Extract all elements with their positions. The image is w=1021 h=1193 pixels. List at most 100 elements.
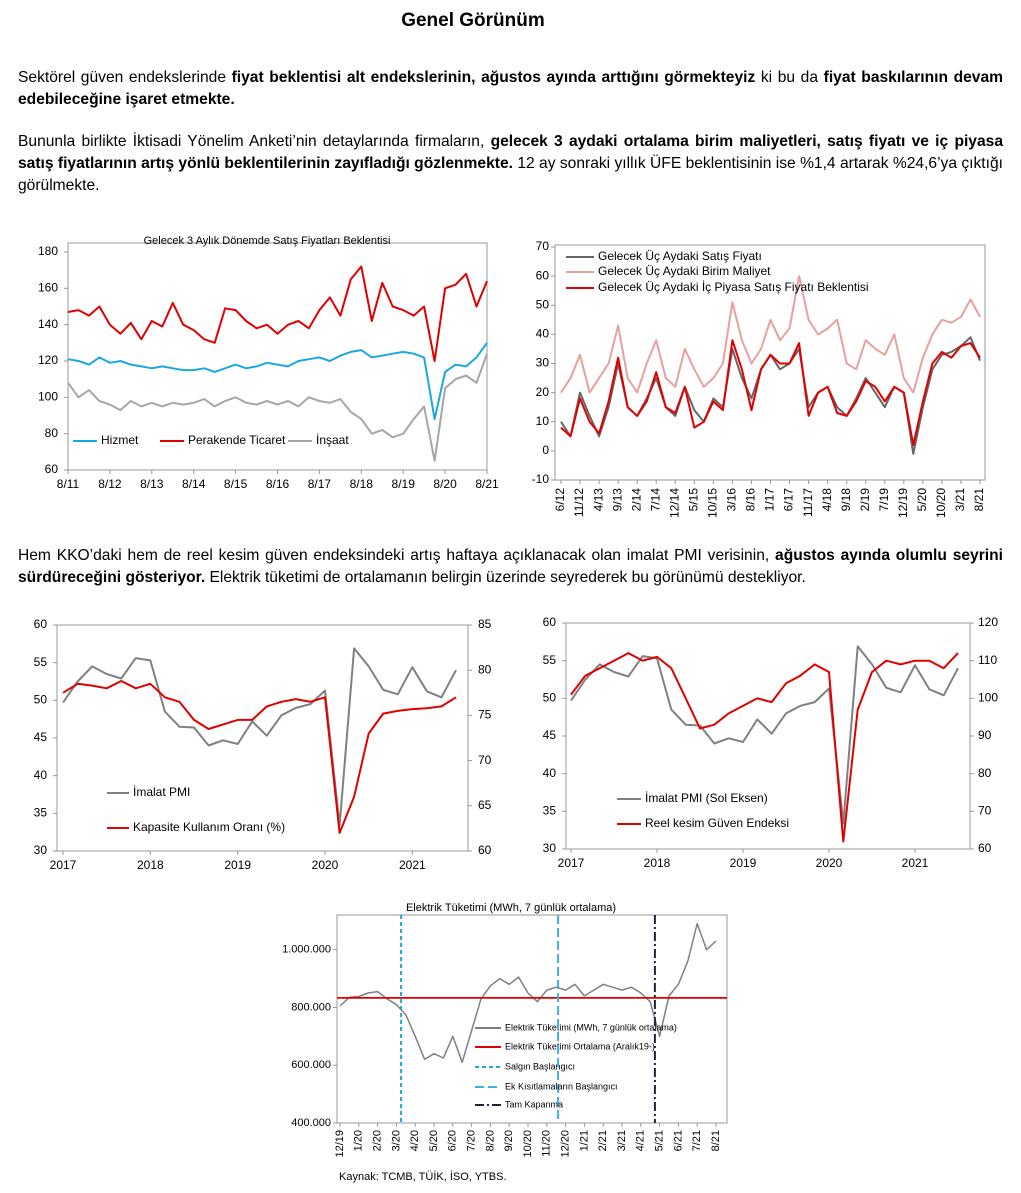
text-run: 12 ay sonraki yıllık ÜFE beklentisinin i… <box>18 155 1003 194</box>
x-tick-label: 8/11 <box>57 477 80 491</box>
series-line <box>570 645 959 825</box>
y-tick-label: 70 <box>478 753 492 767</box>
y-tick-label: 50 <box>543 691 557 705</box>
x-tick-label: 7/20 <box>466 1130 478 1151</box>
y-tick-label: 60 <box>34 617 48 631</box>
plot-frame <box>565 622 971 850</box>
x-tick-label: 2020 <box>816 856 843 870</box>
text-run: Elektrik tüketimi de ortalamanın belirgi… <box>205 569 806 586</box>
x-tick-label: 2/19 <box>858 488 872 512</box>
x-tick-label: 8/14 <box>182 477 206 491</box>
x-tick-label: 2019 <box>224 858 251 872</box>
y-tick-label: 60 <box>978 841 992 855</box>
x-tick-label: 12/20 <box>560 1130 572 1158</box>
page-title: Genel Görünüm <box>401 10 545 31</box>
y-tick-label: 40 <box>34 768 48 782</box>
legend-label: Ek Kısıtlamaların Başlangıcı <box>505 1081 618 1091</box>
y-tick-label: 70 <box>978 804 992 818</box>
y-tick-label: 30 <box>34 843 48 857</box>
series-line <box>560 339 981 447</box>
legend-label: Kapasite Kullanım Oranı (%) <box>133 820 285 834</box>
series-line <box>62 647 457 827</box>
y-tick-label: 80 <box>478 662 492 676</box>
x-tick-label: 6/20 <box>447 1130 459 1151</box>
legend-label: Hizmet <box>101 433 139 447</box>
x-tick-label: 8/17 <box>308 477 332 491</box>
y-tick-label: 180 <box>38 244 58 258</box>
x-tick-label: 8/21 <box>475 477 499 491</box>
x-tick-label: 6/21 <box>672 1130 684 1151</box>
y-tick-label: 0 <box>542 443 549 457</box>
x-tick-label: 2/20 <box>372 1130 384 1151</box>
y-tick-label: 35 <box>543 804 557 818</box>
x-tick-label: 2021 <box>902 856 929 870</box>
x-tick-label: 2019 <box>730 856 757 870</box>
series-line <box>67 265 488 362</box>
x-tick-label: 8/21 <box>710 1130 722 1151</box>
x-tick-label: 2/21 <box>597 1130 609 1151</box>
text-run: ağustos ayında olumlu seyrini sürdüreceğ… <box>18 547 1003 586</box>
series-line <box>62 680 457 834</box>
x-tick-label: 9/13 <box>610 488 624 512</box>
text-run: Hem KKO’daki hem de reel kesim güven end… <box>18 547 776 564</box>
series-line <box>339 922 717 1064</box>
legend-label: Elektrik Tüketimi Ortalama (Aralık19-) <box>505 1041 655 1051</box>
x-tick-label: 2017 <box>558 856 585 870</box>
x-tick-label: 7/14 <box>648 488 662 512</box>
legend-label: Perakende Ticaret <box>188 433 286 447</box>
y-tick-label: 120 <box>38 353 58 367</box>
y-tick-label: 60 <box>45 462 59 476</box>
x-tick-label: 3/21 <box>953 488 967 512</box>
x-tick-label: 2018 <box>644 856 671 870</box>
x-tick-label: 2018 <box>137 858 164 872</box>
y-tick-label: 100 <box>978 691 998 705</box>
paragraph: Bununla birlikte İktisadi Yönelim Anketi… <box>18 131 1003 197</box>
y-tick-label: 160 <box>38 281 58 295</box>
legend-label: Tam Kapanma <box>505 1099 563 1109</box>
x-tick-label: 4/20 <box>409 1130 421 1151</box>
y-tick-label: 600.000 <box>291 1059 331 1071</box>
series-line <box>67 353 488 462</box>
x-tick-label: 4/21 <box>635 1130 647 1151</box>
x-tick-label: 3/20 <box>390 1130 402 1151</box>
text-run: Bununla birlikte İktisadi Yönelim Anketi… <box>18 133 491 150</box>
legend-label: Salgın Başlangıcı <box>505 1061 575 1071</box>
x-tick-label: 5/15 <box>686 488 700 512</box>
x-tick-label: 1/21 <box>578 1130 590 1151</box>
x-tick-label: 4/13 <box>591 488 605 512</box>
legend-label: Elektrik Tüketimi (MWh, 7 günlük ortalam… <box>505 1022 677 1032</box>
x-tick-label: 8/15 <box>224 477 248 491</box>
legend-label: Gelecek Üç Aydaki Satış Fiyatı <box>598 249 762 263</box>
y-tick-label: 55 <box>34 655 48 669</box>
x-tick-label: 12/19 <box>334 1130 346 1158</box>
x-tick-label: 6/17 <box>782 488 796 512</box>
x-tick-label: 2021 <box>399 858 426 872</box>
x-tick-label: 3/16 <box>725 488 739 512</box>
x-tick-label: 8/13 <box>140 477 164 491</box>
x-tick-label: 3/21 <box>616 1130 628 1151</box>
x-tick-label: 11/17 <box>801 488 815 517</box>
source-note: Kaynak: TCMB, TÜİK, İSO, YTBS. <box>339 1171 507 1183</box>
x-tick-label: 9/18 <box>839 488 853 512</box>
x-tick-label: 5/20 <box>428 1130 440 1151</box>
x-tick-label: 10/15 <box>706 488 720 518</box>
legend-label: Reel kesim Güven Endeksi <box>645 816 789 830</box>
y-tick-label: 100 <box>38 390 58 404</box>
y-tick-label: 45 <box>543 728 557 742</box>
x-tick-label: 4/18 <box>820 488 834 512</box>
text-run: gelecek 3 aydaki ortalama birim maliyetl… <box>18 133 1003 172</box>
y-tick-label: 30 <box>536 356 550 370</box>
series-line <box>560 275 981 394</box>
y-tick-label: 50 <box>34 693 48 707</box>
y-tick-label: 75 <box>478 708 492 722</box>
text-run: fiyat beklentisi alt endekslerinin, ağus… <box>231 69 756 86</box>
x-tick-label: 8/21 <box>972 488 986 512</box>
y-tick-label: 40 <box>543 766 557 780</box>
x-tick-label: 8/20 <box>484 1130 496 1151</box>
x-tick-label: 12/14 <box>667 488 681 518</box>
y-tick-label: 60 <box>543 615 557 629</box>
chart-title: Elektrik Tüketimi (MWh, 7 günlük ortalam… <box>406 902 616 914</box>
paragraph: Sektörel güven endekslerinde fiyat bekle… <box>18 67 1003 111</box>
y-tick-label: 20 <box>536 385 550 399</box>
